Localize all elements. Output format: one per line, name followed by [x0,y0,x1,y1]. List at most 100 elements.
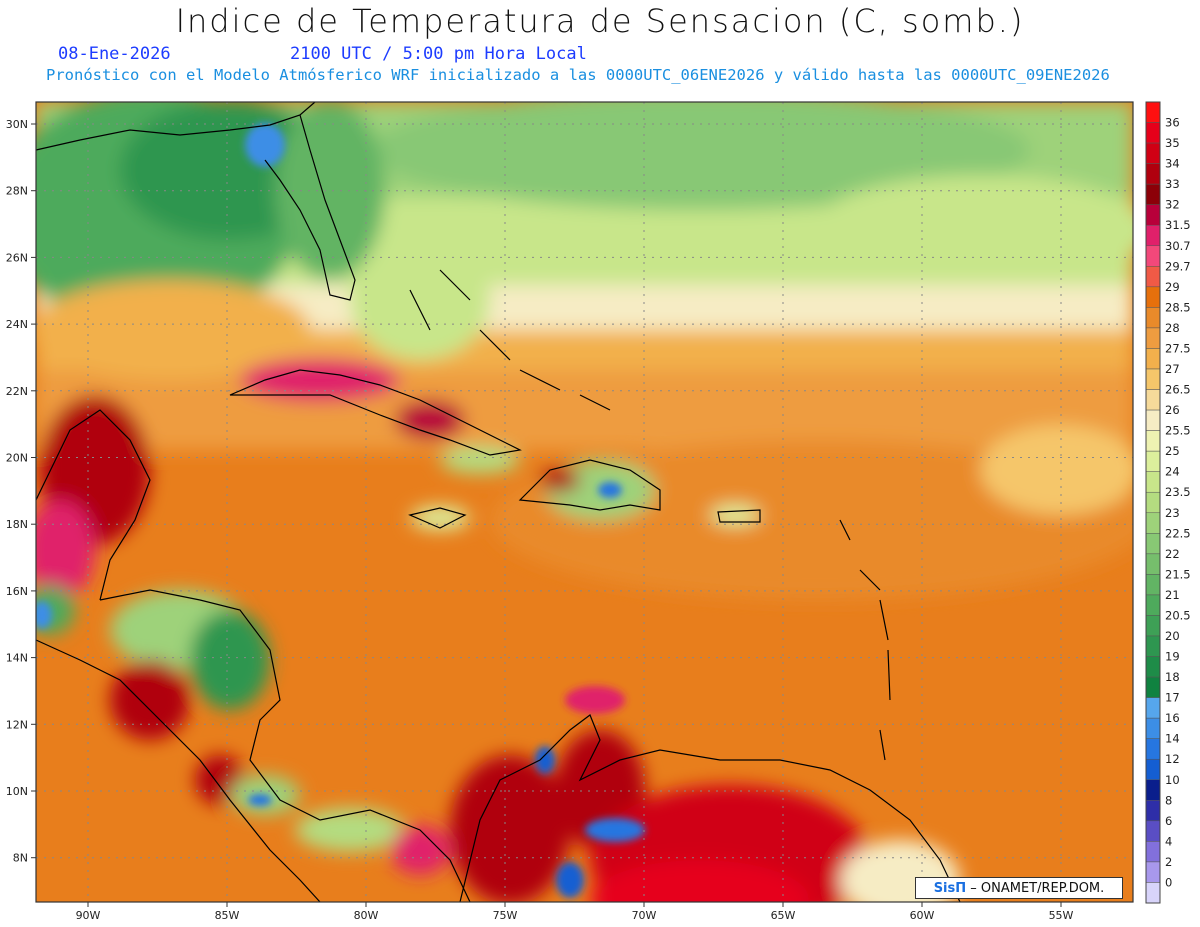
bahamas [409,269,611,411]
colorbar-label: 17 [1165,691,1180,705]
colorbar-label: 34 [1165,157,1180,171]
hispaniola-coast [518,459,661,511]
colorbar-label: 36 [1165,116,1180,130]
lon-tick-label: 70W [632,909,657,922]
colorbar-swatch [1145,368,1161,390]
colorbar-label: 6 [1165,814,1172,828]
lesser-antilles [839,519,891,761]
colorbar-swatch [1145,533,1161,555]
colorbar-label: 20 [1165,629,1180,643]
colorbar-label: 27 [1165,362,1180,376]
coastlines [35,101,961,903]
map-title: Indice de Temperatura de Sensacion (C, s… [175,2,1025,40]
colorbar-swatch [1145,122,1161,144]
colorbar-label: 22 [1165,547,1180,561]
colorbar-label: 14 [1165,732,1180,746]
colorbar: 363534333231.530.729.72928.52827.52726.5… [1145,101,1191,904]
lon-tick-label: 85W [215,909,240,922]
colorbar-label: 26.5 [1165,383,1191,397]
colorbar-label: 0 [1165,875,1172,889]
colorbar-label: 12 [1165,752,1180,766]
yucatan-coast [35,409,151,601]
valid-date: 08-Ene-2026 [58,44,171,64]
latitude-ticks: 30N 28N 26N 24N 22N 20N 18N 16N 14N 12N 10N 8N [6,118,36,865]
lon-tick-label: 75W [493,909,518,922]
lat-tick-label: 12N [6,718,28,731]
colorbar-swatch [1145,758,1161,781]
colorbar-swatch [1145,676,1161,698]
lat-tick-label: 8N [13,852,28,865]
lon-tick-label: 90W [76,909,101,922]
credit-brand: SisΠ [933,881,967,896]
colorbar-label: 30.7 [1165,239,1191,253]
lon-tick-label: 65W [771,909,796,922]
model-info: Pronóstico con el Modelo Atmósferico WRF… [46,66,1110,84]
lat-tick-label: 24N [6,318,28,331]
central-america-coast [99,589,471,903]
colorbar-label: 31.5 [1165,218,1191,232]
colorbar-swatch [1145,615,1161,637]
map-frame [35,101,1134,903]
lat-tick-label: 20N [6,452,28,465]
colorbar-swatch [1145,491,1161,514]
lon-tick-label: 80W [354,909,379,922]
temperature-field [36,102,1133,902]
colorbar-top-cap [1145,101,1161,123]
lat-tick-label: 10N [6,785,28,798]
colorbar-swatch [1145,861,1161,883]
colorbar-swatch [1145,820,1161,842]
jamaica-coast [408,507,467,529]
south-america-coast [459,714,961,903]
lat-tick-label: 18N [6,518,28,531]
puerto-rico-coast [717,509,761,523]
colorbar-swatch [1145,224,1161,247]
lon-tick-label: 60W [910,909,935,922]
lat-tick-label: 16N [6,585,28,598]
colorbar-label: 2 [1165,855,1172,869]
lat-lon-grid [36,102,1133,902]
colorbar-swatch [1145,409,1161,431]
colorbar-label: 21 [1165,588,1180,602]
colorbar-label: 28 [1165,321,1180,335]
colorbar-label: 16 [1165,711,1180,725]
longitude-ticks: 90W 85W 80W 75W 70W 65W 60W 55W [76,902,1074,922]
credit-box: SisΠ – ONAMET/REP.DOM. [915,877,1123,899]
colorbar-swatch [1145,697,1161,719]
colorbar-swatch [1145,307,1161,329]
colorbar-swatch [1145,594,1161,616]
colorbar-swatch [1145,204,1161,226]
colorbar-label: 28.5 [1165,300,1191,314]
colorbar-swatch [1145,574,1161,596]
colorbar-label: 4 [1165,834,1172,848]
colorbar-label: 24 [1165,465,1180,479]
colorbar-swatch [1145,286,1161,308]
colorbar-swatch [1145,450,1161,472]
colorbar-label: 32 [1165,198,1180,212]
colorbar-label: 21.5 [1165,567,1191,581]
colorbar-label: 26 [1165,403,1180,417]
colorbar-swatch [1145,738,1161,760]
lat-tick-label: 14N [6,652,28,665]
colorbar-frame [1145,101,1161,904]
colorbar-label: 25.5 [1165,424,1191,438]
credit-text: – ONAMET/REP.DOM. [970,881,1105,896]
colorbar-swatch [1145,882,1161,904]
lat-tick-label: 26N [6,251,28,264]
colorbar-swatch [1145,389,1161,411]
colorbar-label: 8 [1165,793,1172,807]
colorbar-label: 29.7 [1165,259,1191,273]
colorbar-swatch [1145,471,1161,493]
lat-tick-label: 30N [6,118,28,131]
colorbar-swatch [1145,656,1161,678]
colorbar-swatch [1145,800,1161,822]
colorbar-label: 35 [1165,136,1180,150]
colorbar-label: 27.5 [1165,341,1191,355]
colorbar-label: 10 [1165,773,1180,787]
cuba-coast [229,369,522,456]
colorbar-swatch [1145,553,1161,575]
colorbar-label: 29 [1165,280,1180,294]
colorbar-label: 25 [1165,444,1180,458]
colorbar-swatch [1145,779,1161,801]
colorbar-label: 33 [1165,177,1180,191]
